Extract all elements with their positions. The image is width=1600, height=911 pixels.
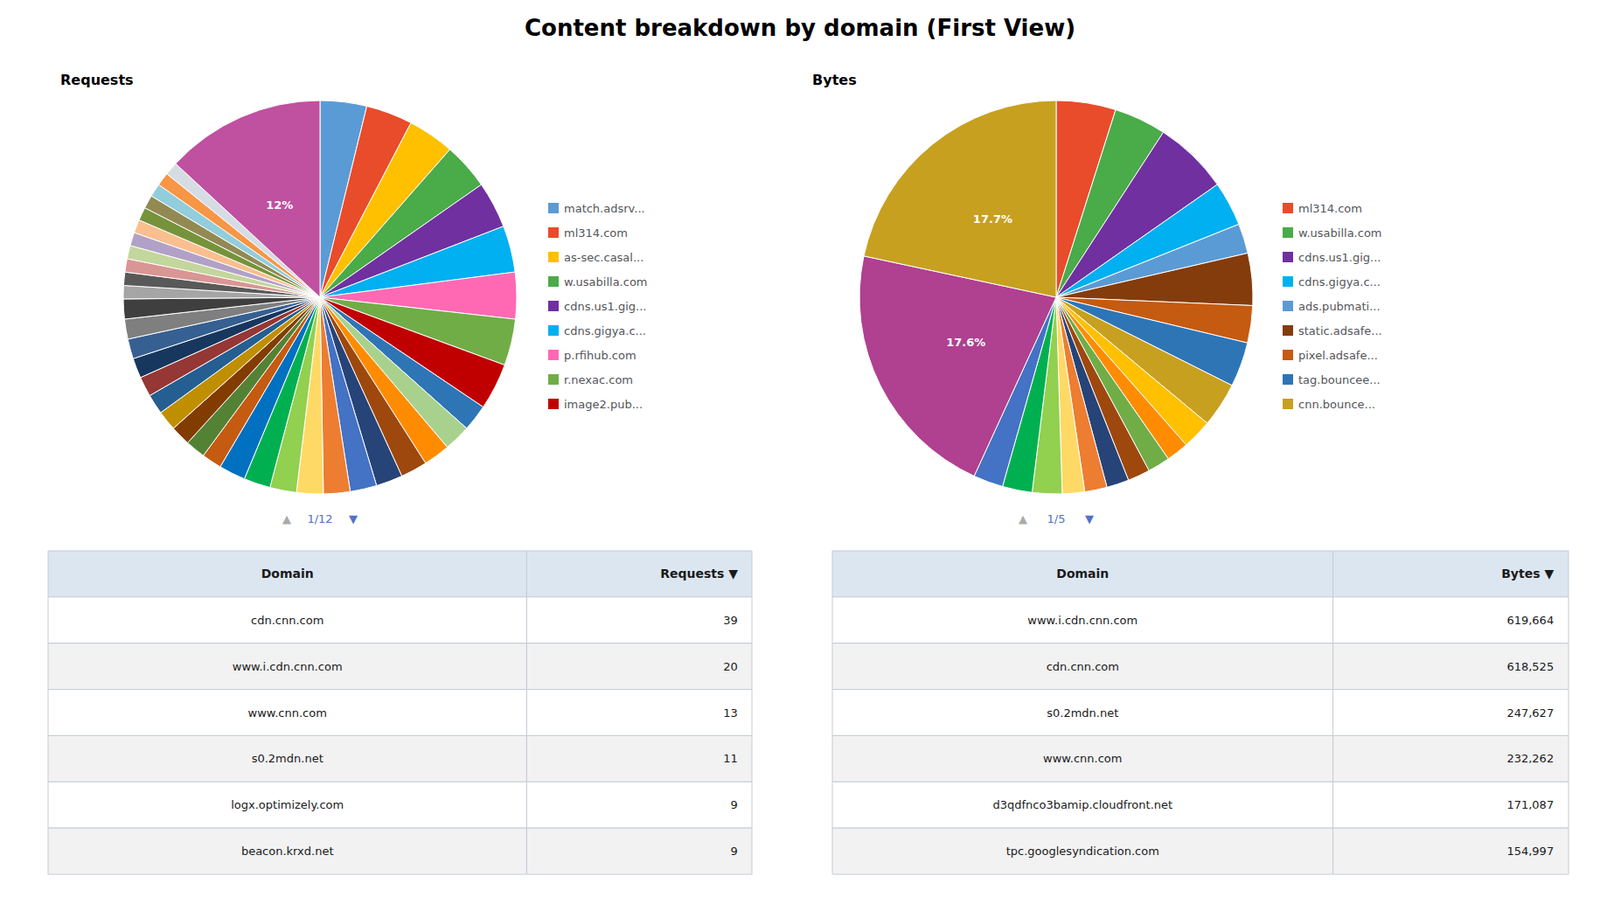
svg-text:12%: 12% (265, 198, 293, 212)
svg-text:cdn.cnn.com: cdn.cnn.com (250, 613, 324, 627)
svg-text:1/5: 1/5 (1047, 512, 1066, 526)
svg-text:13: 13 (723, 706, 738, 720)
svg-text:▲: ▲ (282, 512, 292, 526)
svg-text:s0.2mdn.net: s0.2mdn.net (251, 751, 324, 766)
svg-text:cdns.us1.gig...: cdns.us1.gig... (563, 299, 647, 314)
svg-text:Domain: Domain (261, 566, 314, 581)
svg-text:tag.bouncee...: tag.bouncee... (1298, 373, 1381, 387)
svg-text:39: 39 (723, 613, 738, 627)
svg-text:ml314.com: ml314.com (563, 226, 628, 240)
svg-text:▲: ▲ (1018, 512, 1028, 526)
svg-text:cnn.bounce...: cnn.bounce... (1298, 397, 1376, 411)
svg-text:17.6%: 17.6% (946, 335, 986, 349)
svg-text:cdn.cnn.com: cdn.cnn.com (1046, 660, 1120, 674)
svg-text:cdns.gigya.c...: cdns.gigya.c... (1298, 275, 1381, 289)
svg-text:9: 9 (730, 844, 738, 858)
svg-text:s0.2mdn.net: s0.2mdn.net (1046, 706, 1119, 720)
svg-text:▼: ▼ (1085, 512, 1094, 526)
svg-text:247,627: 247,627 (1506, 706, 1554, 720)
svg-text:1/12: 1/12 (306, 512, 333, 526)
svg-text:as-sec.casal...: as-sec.casal... (563, 250, 644, 265)
svg-text:Domain: Domain (1056, 566, 1109, 581)
svg-text:20: 20 (723, 660, 738, 674)
svg-text:www.i.cdn.cnn.com: www.i.cdn.cnn.com (232, 660, 343, 674)
svg-text:d3qdfnco3bamip.cloudfront.net: d3qdfnco3bamip.cloudfront.net (992, 798, 1173, 812)
svg-text:ml314.com: ml314.com (1298, 201, 1363, 216)
svg-text:pixel.adsafe...: pixel.adsafe... (1298, 348, 1378, 362)
svg-text:static.adsafe...: static.adsafe... (1298, 324, 1383, 338)
svg-text:beacon.krxd.net: beacon.krxd.net (241, 844, 334, 858)
svg-text:232,262: 232,262 (1506, 751, 1554, 766)
svg-text:logx.optimizely.com: logx.optimizely.com (230, 798, 344, 812)
svg-text:tpc.googlesyndication.com: tpc.googlesyndication.com (1006, 844, 1160, 858)
svg-text:w.usabilla.com: w.usabilla.com (563, 275, 648, 289)
svg-text:171,087: 171,087 (1506, 798, 1554, 812)
svg-text:Requests ▼: Requests ▼ (660, 566, 738, 581)
svg-text:Requests: Requests (60, 71, 134, 89)
svg-text:r.nexac.com: r.nexac.com (563, 373, 634, 387)
svg-text:618,525: 618,525 (1506, 660, 1554, 674)
svg-text:www.cnn.com: www.cnn.com (248, 706, 327, 720)
svg-text:image2.pub...: image2.pub... (563, 397, 643, 411)
svg-text:p.rfihub.com: p.rfihub.com (563, 348, 637, 362)
svg-text:Bytes ▼: Bytes ▼ (1501, 566, 1554, 581)
svg-text:17.7%: 17.7% (973, 212, 1013, 226)
svg-text:match.adsrv...: match.adsrv... (563, 201, 646, 216)
svg-text:w.usabilla.com: w.usabilla.com (1298, 226, 1383, 240)
svg-text:cdns.gigya.c...: cdns.gigya.c... (563, 324, 647, 338)
svg-text:9: 9 (730, 798, 738, 812)
svg-text:www.cnn.com: www.cnn.com (1043, 751, 1122, 766)
svg-text:154,997: 154,997 (1506, 844, 1554, 858)
svg-text:Bytes: Bytes (812, 71, 857, 89)
svg-text:Content breakdown by domain (F: Content breakdown by domain (First View) (524, 14, 1076, 42)
svg-text:▼: ▼ (348, 512, 358, 526)
svg-text:11: 11 (723, 751, 738, 766)
svg-text:619,664: 619,664 (1506, 613, 1554, 627)
svg-text:www.i.cdn.cnn.com: www.i.cdn.cnn.com (1027, 613, 1138, 627)
svg-text:cdns.us1.gig...: cdns.us1.gig... (1298, 250, 1381, 265)
svg-text:ads.pubmati...: ads.pubmati... (1298, 299, 1381, 314)
